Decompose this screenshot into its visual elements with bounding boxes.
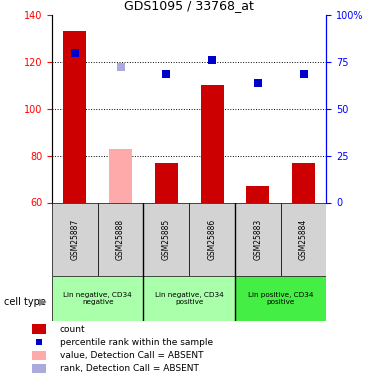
Bar bbox=[246, 186, 269, 202]
Bar bbox=[98, 202, 144, 276]
Text: GSM25887: GSM25887 bbox=[70, 218, 79, 259]
Bar bbox=[235, 276, 326, 321]
Text: ▶: ▶ bbox=[39, 297, 46, 307]
Bar bbox=[32, 324, 46, 334]
Text: GSM25883: GSM25883 bbox=[253, 218, 262, 259]
Text: Lin negative, CD34
negative: Lin negative, CD34 negative bbox=[63, 292, 132, 304]
Text: Lin positive, CD34
positive: Lin positive, CD34 positive bbox=[248, 292, 313, 304]
Bar bbox=[201, 86, 223, 202]
Bar bbox=[144, 276, 235, 321]
Text: GSM25886: GSM25886 bbox=[208, 218, 217, 259]
Bar bbox=[281, 202, 326, 276]
Text: rank, Detection Call = ABSENT: rank, Detection Call = ABSENT bbox=[60, 364, 199, 373]
Text: cell type: cell type bbox=[4, 297, 46, 307]
Text: count: count bbox=[60, 324, 86, 334]
Text: GSM25884: GSM25884 bbox=[299, 218, 308, 259]
Bar bbox=[292, 163, 315, 202]
Bar bbox=[144, 202, 189, 276]
Bar bbox=[63, 32, 86, 202]
Text: GSM25888: GSM25888 bbox=[116, 219, 125, 260]
Text: percentile rank within the sample: percentile rank within the sample bbox=[60, 338, 213, 346]
Text: Lin negative, CD34
positive: Lin negative, CD34 positive bbox=[155, 292, 224, 304]
Bar bbox=[155, 163, 178, 202]
Bar bbox=[32, 351, 46, 360]
Bar bbox=[52, 276, 144, 321]
Bar bbox=[109, 148, 132, 202]
Text: GSM25885: GSM25885 bbox=[162, 218, 171, 259]
Text: value, Detection Call = ABSENT: value, Detection Call = ABSENT bbox=[60, 351, 203, 360]
Bar bbox=[52, 202, 98, 276]
Bar bbox=[235, 202, 281, 276]
Bar bbox=[189, 202, 235, 276]
Title: GDS1095 / 33768_at: GDS1095 / 33768_at bbox=[124, 0, 254, 12]
Bar bbox=[32, 364, 46, 373]
